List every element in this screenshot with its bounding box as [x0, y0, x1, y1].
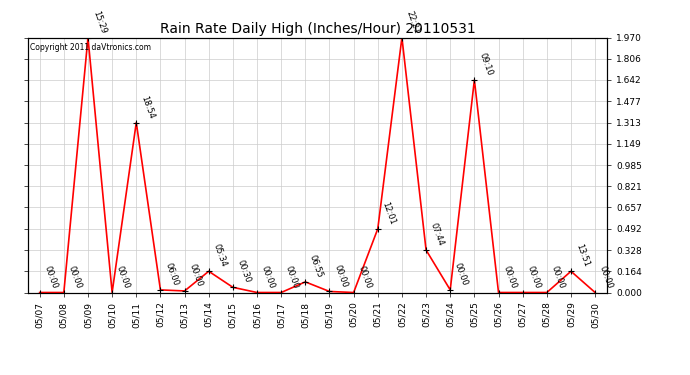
Text: 00:00: 00:00 — [188, 263, 204, 288]
Text: 06:00: 06:00 — [164, 262, 180, 287]
Text: 00:00: 00:00 — [502, 264, 518, 290]
Text: 13:51: 13:51 — [574, 243, 591, 268]
Text: 00:00: 00:00 — [526, 264, 542, 290]
Text: 00:00: 00:00 — [357, 264, 373, 290]
Text: 18:54: 18:54 — [139, 94, 156, 120]
Text: 00:00: 00:00 — [333, 263, 349, 289]
Text: 00:00: 00:00 — [453, 262, 470, 287]
Text: 00:00: 00:00 — [43, 264, 59, 290]
Text: 09:10: 09:10 — [477, 52, 494, 77]
Text: 00:00: 00:00 — [284, 264, 301, 290]
Text: 00:00: 00:00 — [67, 264, 83, 290]
Text: 07:44: 07:44 — [429, 222, 446, 247]
Text: 00:00: 00:00 — [260, 264, 277, 290]
Text: 06:55: 06:55 — [308, 254, 325, 279]
Text: 00:00: 00:00 — [115, 264, 132, 290]
Text: 05:34: 05:34 — [212, 243, 228, 268]
Text: 00:00: 00:00 — [550, 264, 566, 290]
Text: 12:01: 12:01 — [381, 201, 397, 226]
Text: 22:21: 22:21 — [405, 9, 422, 35]
Text: Copyright 2011 daVtronics.com: Copyright 2011 daVtronics.com — [30, 43, 152, 52]
Text: 15:29: 15:29 — [91, 9, 108, 35]
Text: 00:00: 00:00 — [598, 264, 615, 290]
Title: Rain Rate Daily High (Inches/Hour) 20110531: Rain Rate Daily High (Inches/Hour) 20110… — [159, 22, 475, 36]
Text: 00:30: 00:30 — [236, 259, 253, 285]
